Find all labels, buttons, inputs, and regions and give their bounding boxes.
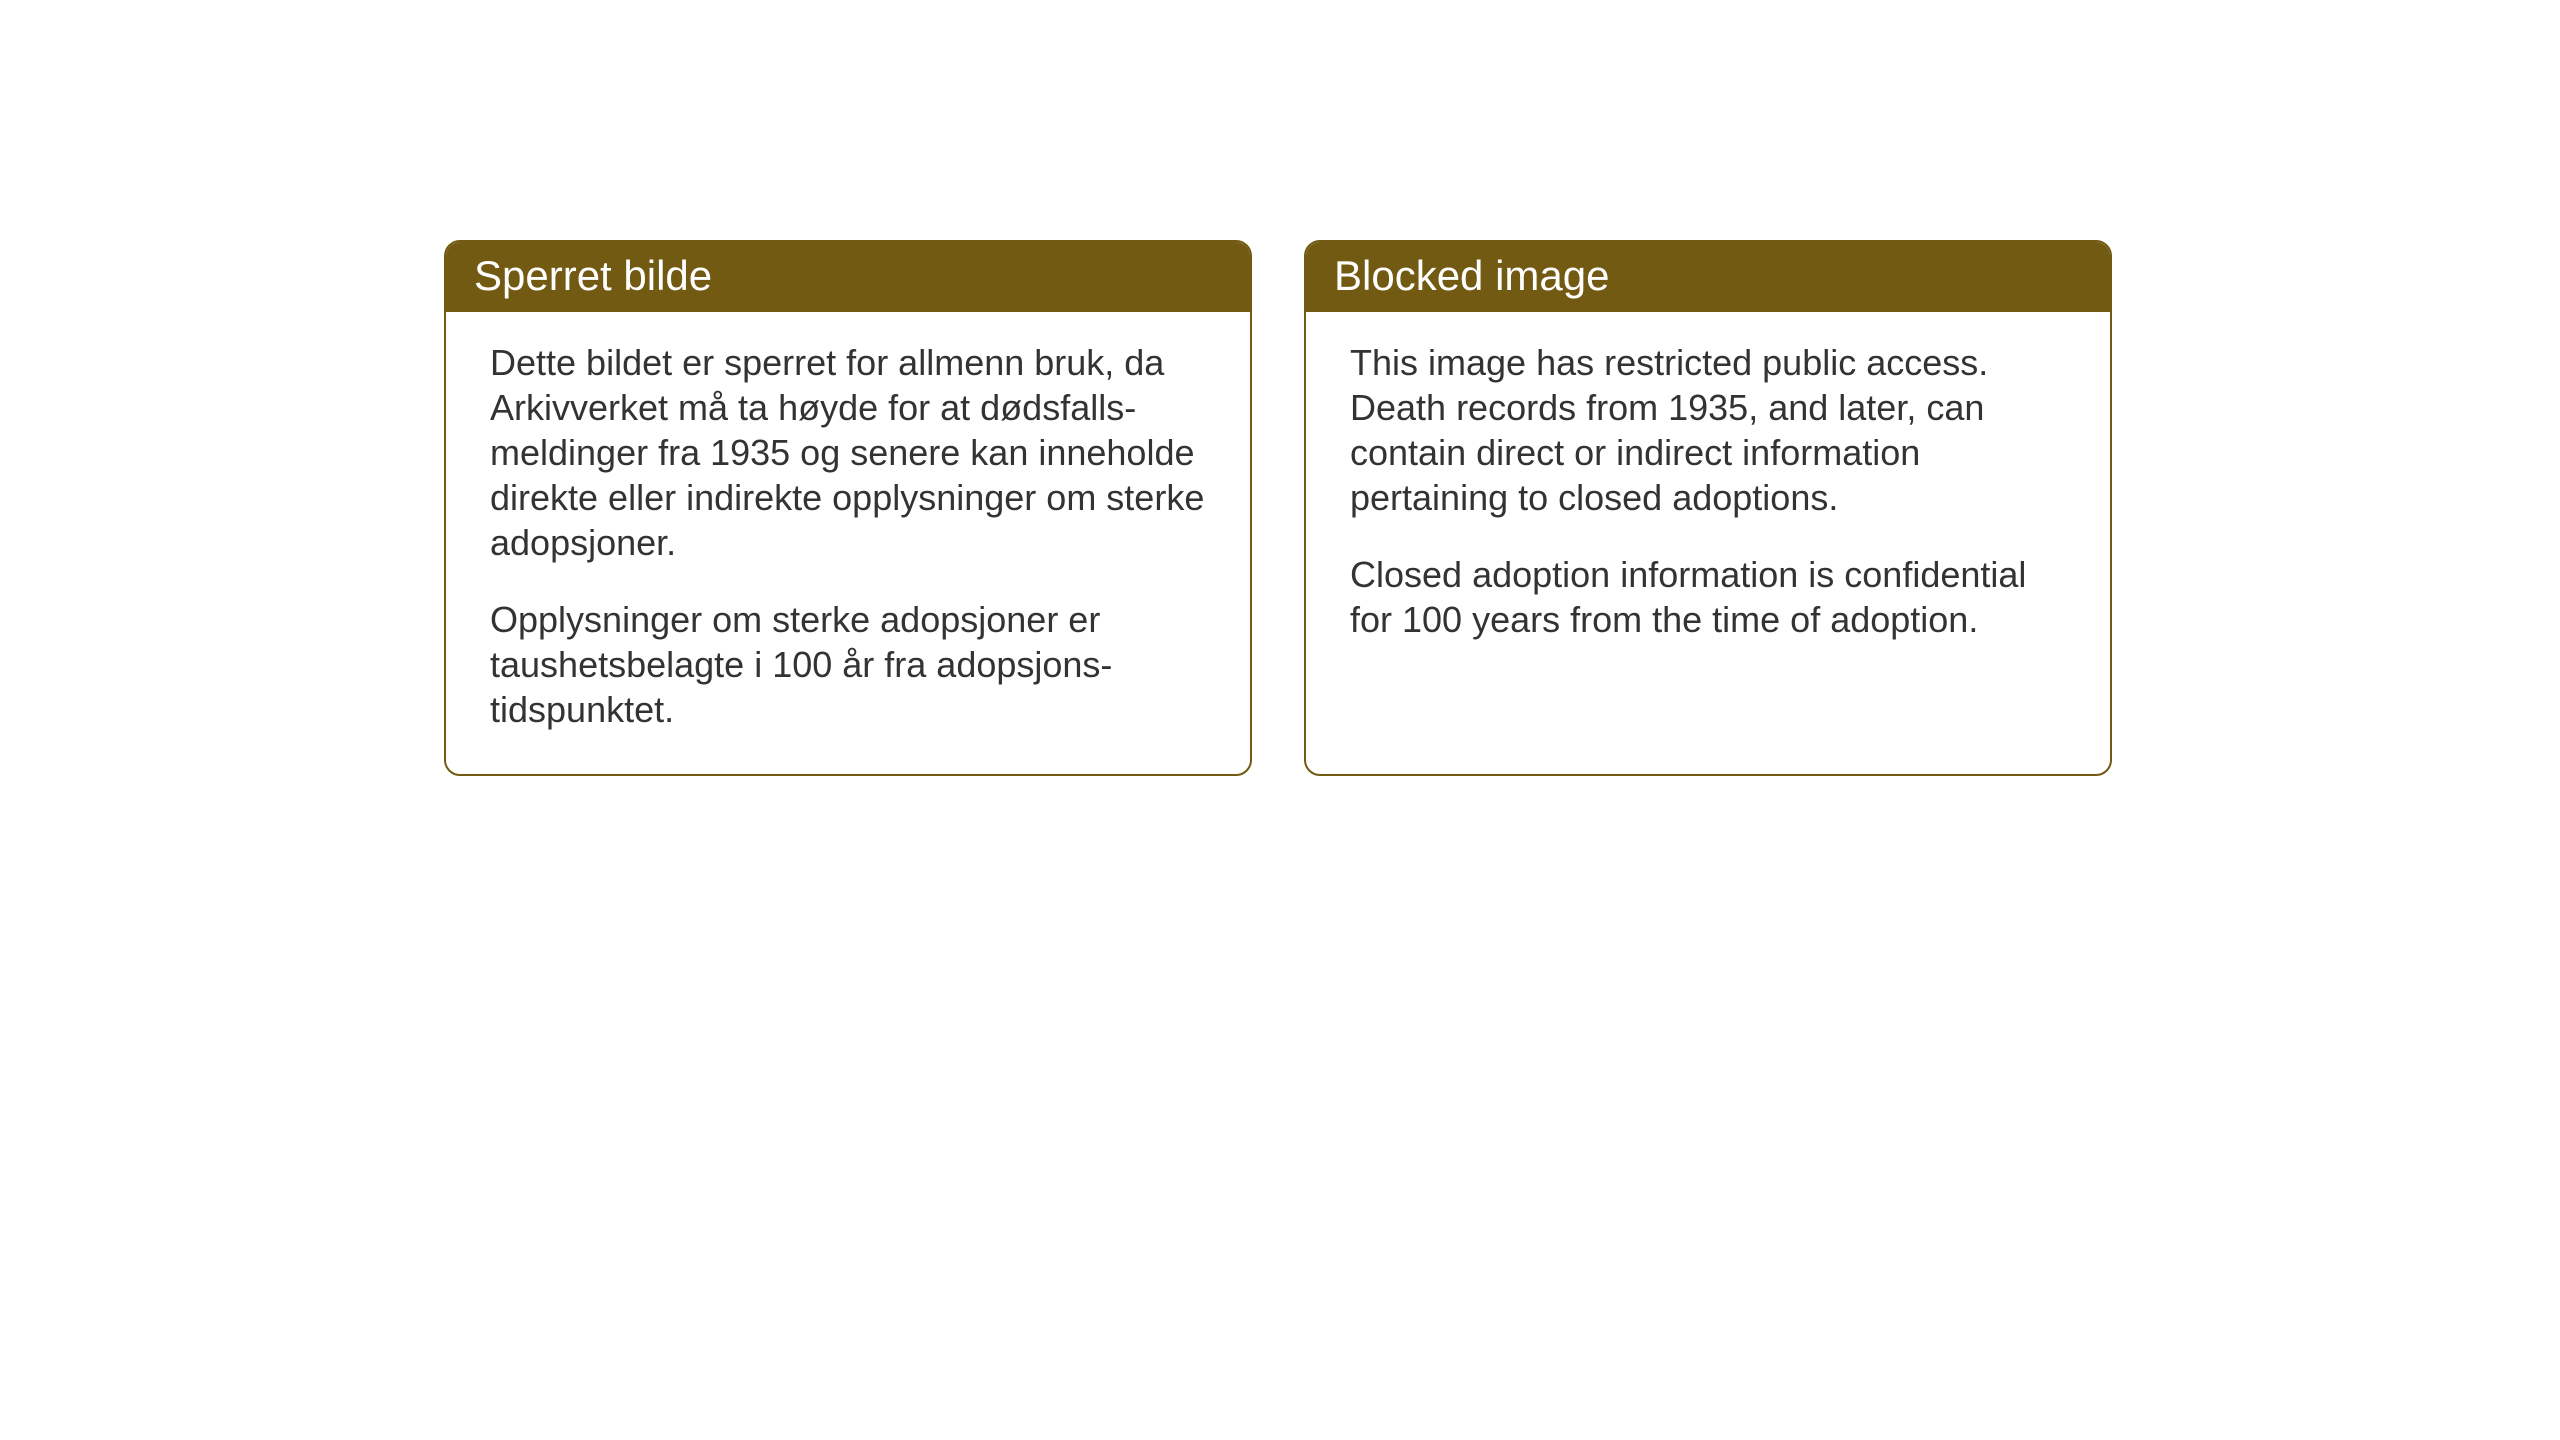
card-paragraph: This image has restricted public access.… xyxy=(1350,340,2066,520)
card-title-english: Blocked image xyxy=(1306,242,2110,312)
info-cards-container: Sperret bilde Dette bildet er sperret fo… xyxy=(444,240,2112,776)
card-paragraph: Dette bildet er sperret for allmenn bruk… xyxy=(490,340,1206,565)
card-body-english: This image has restricted public access.… xyxy=(1306,312,2110,774)
info-card-english: Blocked image This image has restricted … xyxy=(1304,240,2112,776)
card-paragraph: Closed adoption information is confident… xyxy=(1350,552,2066,642)
info-card-norwegian: Sperret bilde Dette bildet er sperret fo… xyxy=(444,240,1252,776)
card-body-norwegian: Dette bildet er sperret for allmenn bruk… xyxy=(446,312,1250,774)
card-paragraph: Opplysninger om sterke adopsjoner er tau… xyxy=(490,597,1206,732)
card-title-norwegian: Sperret bilde xyxy=(446,242,1250,312)
